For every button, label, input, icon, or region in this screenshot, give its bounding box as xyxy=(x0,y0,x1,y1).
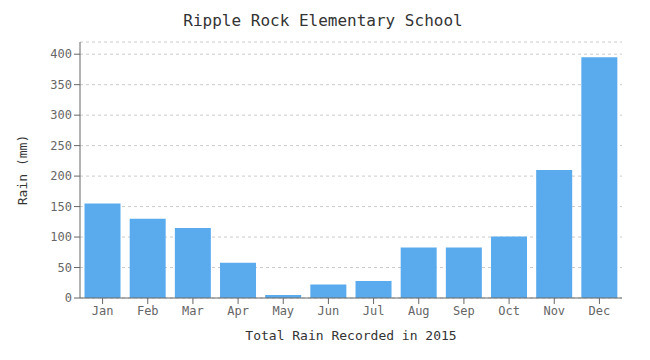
svg-text:Total Rain Recorded in 2015: Total Rain Recorded in 2015 xyxy=(245,328,456,343)
svg-text:400: 400 xyxy=(50,47,72,61)
svg-text:Apr: Apr xyxy=(227,304,249,318)
svg-text:50: 50 xyxy=(58,261,72,275)
svg-text:150: 150 xyxy=(50,200,72,214)
svg-text:0: 0 xyxy=(65,291,72,305)
svg-text:Jul: Jul xyxy=(363,304,385,318)
html-text:Ripple Rock Elementary School: Ripple Rock Elementary School xyxy=(183,11,463,30)
svg-text:Jun: Jun xyxy=(318,304,340,318)
svg-text:300: 300 xyxy=(50,108,72,122)
svg-text:Feb: Feb xyxy=(137,304,159,318)
svg-text:350: 350 xyxy=(50,78,72,92)
svg-text:200: 200 xyxy=(50,169,72,183)
svg-text:Sep: Sep xyxy=(453,304,475,318)
svg-text:Dec: Dec xyxy=(589,304,611,318)
svg-text:Jan: Jan xyxy=(92,304,114,318)
svg-text:May: May xyxy=(272,304,294,318)
svg-text:Rain (mm): Rain (mm) xyxy=(15,135,30,205)
svg-text:Nov: Nov xyxy=(543,304,565,318)
svg-text:250: 250 xyxy=(50,139,72,153)
svg-text:Aug: Aug xyxy=(408,304,430,318)
svg-text:100: 100 xyxy=(50,230,72,244)
svg-text:Mar: Mar xyxy=(182,304,204,318)
svg-text:Oct: Oct xyxy=(498,304,520,318)
